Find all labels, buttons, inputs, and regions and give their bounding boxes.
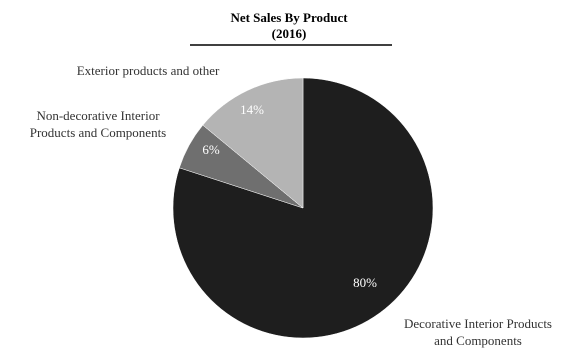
slice-percent-label: 14% bbox=[240, 102, 264, 117]
pie-slice bbox=[202, 77, 304, 209]
slice-category-label: Non-decorative Interior bbox=[36, 108, 160, 123]
slice-category-label: Products and Components bbox=[30, 125, 167, 140]
chart-title: Net Sales By Product bbox=[230, 10, 348, 25]
slice-category-label: Decorative Interior Products bbox=[404, 316, 552, 331]
slice-percent-label: 80% bbox=[353, 275, 377, 290]
chart-subtitle: (2016) bbox=[272, 26, 307, 41]
slice-category-label: and Components bbox=[434, 333, 522, 348]
slice-percent-label: 6% bbox=[202, 142, 220, 157]
pie-slices bbox=[172, 77, 434, 339]
pie-labels: 80% Decorative Interior Products and Compo… bbox=[30, 63, 552, 348]
slice-category-label: Exterior products and other bbox=[77, 63, 220, 78]
